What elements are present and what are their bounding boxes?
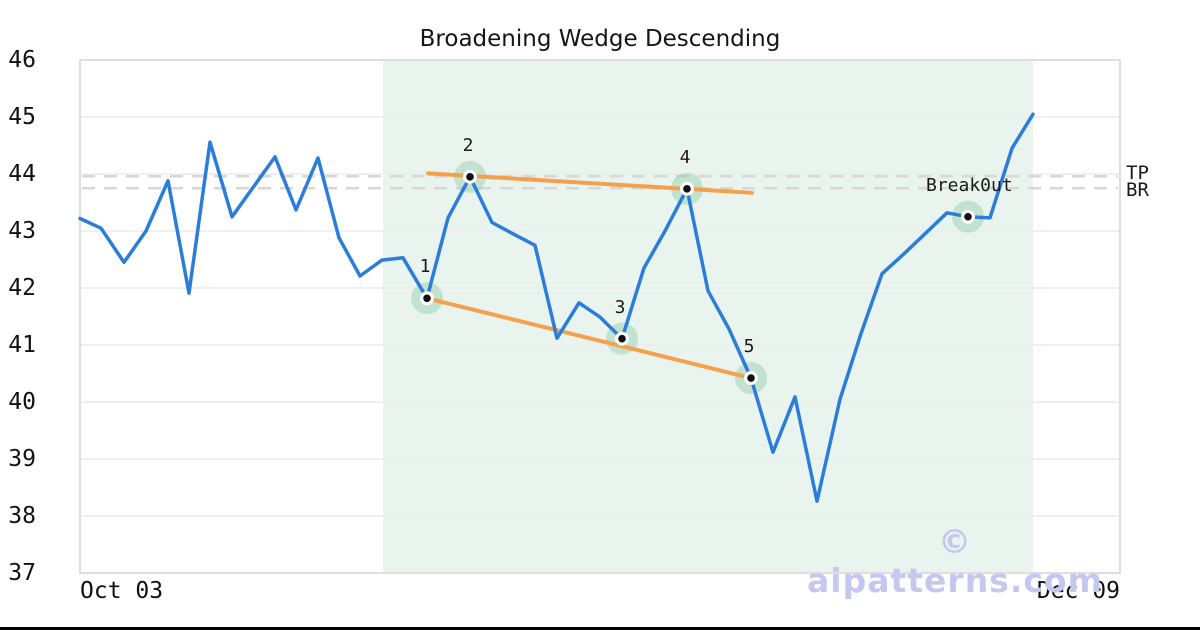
pattern-zone <box>383 60 1033 573</box>
y-tick-label: 44 <box>8 161 36 187</box>
pattern-point-dot <box>618 334 626 343</box>
y-tick-label: 37 <box>8 560 36 586</box>
x-tick-label-start: Oct 03 <box>80 578 164 604</box>
y-tick-label: 39 <box>8 446 36 472</box>
breakout-level-label: BR <box>1126 179 1149 201</box>
y-tick-label: 45 <box>8 104 36 130</box>
trendline-lower <box>425 296 753 381</box>
pattern-point-label-3: 3 <box>614 296 626 318</box>
price-line <box>78 112 1035 503</box>
y-tick-label: 42 <box>8 275 36 301</box>
pattern-point-dot <box>466 173 474 181</box>
x-tick-label-end: Dec 09 <box>1036 578 1120 604</box>
y-tick-label: 40 <box>8 389 36 415</box>
watermark: © aipatterns.com <box>807 522 1103 600</box>
pattern-point-label-break0ut: Break0ut <box>926 174 1013 196</box>
take-profit-label: TP <box>1126 162 1149 184</box>
y-tick-label: 41 <box>8 332 36 358</box>
pattern-point-dot <box>747 374 755 382</box>
trendline-upper <box>426 171 754 195</box>
bottom-border-bar <box>0 627 1200 630</box>
y-tick-label: 46 <box>8 47 36 73</box>
pattern-point-dot <box>683 185 691 193</box>
y-tick-label: 38 <box>8 503 36 529</box>
pattern-point-dot <box>964 212 972 221</box>
plot-frame <box>79 59 1121 574</box>
chart-title: Broadening Wedge Descending <box>419 26 781 52</box>
pattern-point-label-1: 1 <box>419 256 431 278</box>
y-tick-label: 43 <box>8 218 36 244</box>
pattern-point-label-4: 4 <box>679 146 691 168</box>
pattern-point-label-2: 2 <box>462 134 474 156</box>
pattern-point-label-5: 5 <box>743 336 755 358</box>
pattern-point-dot <box>423 294 431 303</box>
